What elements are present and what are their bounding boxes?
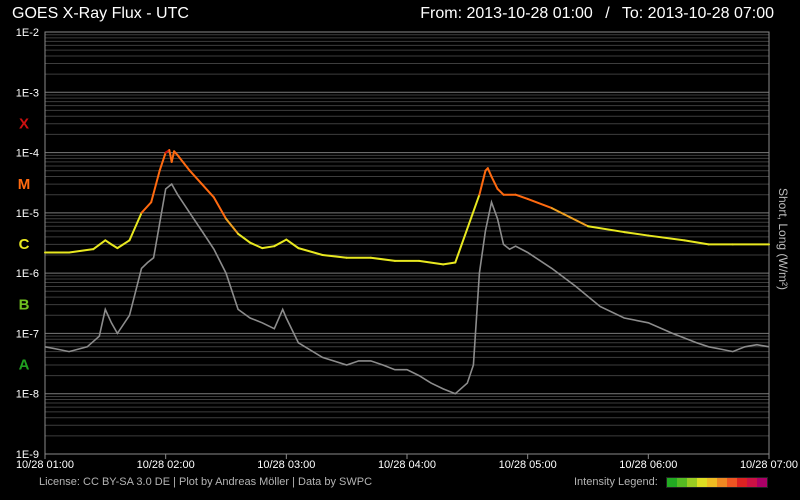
short-series-segment [478,169,487,196]
short-series-segment [188,169,203,186]
short-series-segment [200,183,215,199]
y-tick-label: 1E-7 [16,328,39,340]
intensity-swatch [676,477,687,487]
y-axis-label-text: Short, Long (W/m²) [776,188,790,290]
y-tick-label: 1E-8 [16,389,39,401]
flare-class-labels: X M C B A [18,116,31,374]
short-series-segment [321,253,348,259]
x-tick-label: 10/28 06:00 [619,459,677,471]
plot-frame [44,31,770,455]
to-value: 2013-10-28 07:00 [647,5,774,22]
chart-title: GOES X-Ray Flux - UTC [12,5,189,22]
short-series-segment [116,239,131,250]
intensity-swatch [686,477,697,487]
short-series-segment [514,193,529,200]
short-series-segment [158,151,167,172]
y-tick-label: 1E-5 [16,208,39,220]
short-series-segment [110,243,119,250]
short-series-segment [140,201,153,214]
x-tick-labels: 10/28 01:00 10/28 02:00 10/28 03:00 10/28 0… [16,459,798,471]
x-tick-label: 10/28 02:00 [137,459,195,471]
x-tick-label: 10/28 01:00 [16,459,74,471]
short-series-segment [647,234,686,242]
short-series-segment [587,225,626,234]
short-series-segment [176,154,191,172]
y-tick-labels: 1E-2 1E-3 1E-4 1E-5 1E-6 1E-7 1E-8 1E-9 [16,27,39,461]
short-series-segment [150,169,161,204]
flare-class-label: C [19,236,30,253]
short-series-segment [68,248,95,254]
intensity-swatch [756,477,767,487]
short-series-segment [170,150,176,163]
short-series-segment [285,238,300,250]
short-series-segment [225,217,240,235]
intensity-swatch [736,477,747,487]
y-axis-label: Short, Long (W/m²) [773,188,793,328]
flare-class-label: A [19,357,30,374]
x-tick-label: 10/28 07:00 [740,459,798,471]
long-series-line [44,182,770,395]
flare-class-label: X [19,116,29,133]
intensity-legend-label: Intensity Legend: [574,476,658,488]
flare-class-label: M [18,176,31,193]
short-series-segment [237,232,252,244]
short-series-segment [496,187,505,196]
flare-class-label: B [19,296,30,313]
short-series-segment [418,259,445,266]
from-label: From: [420,5,463,22]
intensity-swatch [726,477,737,487]
from-value: 2013-10-28 01:00 [466,5,593,22]
short-series-segment [683,239,710,246]
range-separator: / [605,5,610,22]
minor-gridlines [45,34,769,437]
y-tick-label: 1E-2 [16,27,39,39]
y-tick-label: 1E-6 [16,268,39,280]
x-tick-label: 10/28 03:00 [257,459,315,471]
to-label: To: [621,5,644,22]
intensity-swatch [666,477,677,487]
short-series-segment [490,175,499,190]
short-series-segment [454,193,481,264]
y-tick-label: 1E-3 [16,87,39,99]
x-tick-label: 10/28 05:00 [499,459,557,471]
short-series-segment [526,197,553,210]
short-series-segment [297,247,324,256]
intensity-swatch [716,477,727,487]
intensity-swatch [696,477,707,487]
intensity-swatch [746,477,757,487]
short-series [44,149,770,266]
short-series-segment [486,167,493,178]
intensity-swatch [706,477,717,487]
time-range: From: 2013-10-28 01:00 / To: 2013-10-28 … [420,5,774,23]
x-tick-label: 10/28 04:00 [378,459,436,471]
y-tick-label: 1E-9 [16,449,39,461]
short-series-segment [369,256,396,262]
license-footer: License: CC BY-SA 3.0 DE | Plot by Andre… [39,476,373,488]
long-series [44,182,770,395]
short-series-segment [104,239,113,246]
short-series-segment [128,211,143,242]
vertical-tick-lines [44,454,770,459]
short-series-segment [623,231,650,237]
y-tick-label: 1E-4 [16,148,39,160]
short-series-segment [442,261,457,266]
short-series-segment [550,207,589,228]
short-series-segment [261,245,276,250]
short-series-segment [212,196,227,220]
intensity-legend: Intensity Legend: [574,476,768,488]
short-series-segment [249,241,264,250]
intensity-scale [665,476,768,488]
short-series-segment [92,239,107,251]
short-series-segment [273,238,288,248]
